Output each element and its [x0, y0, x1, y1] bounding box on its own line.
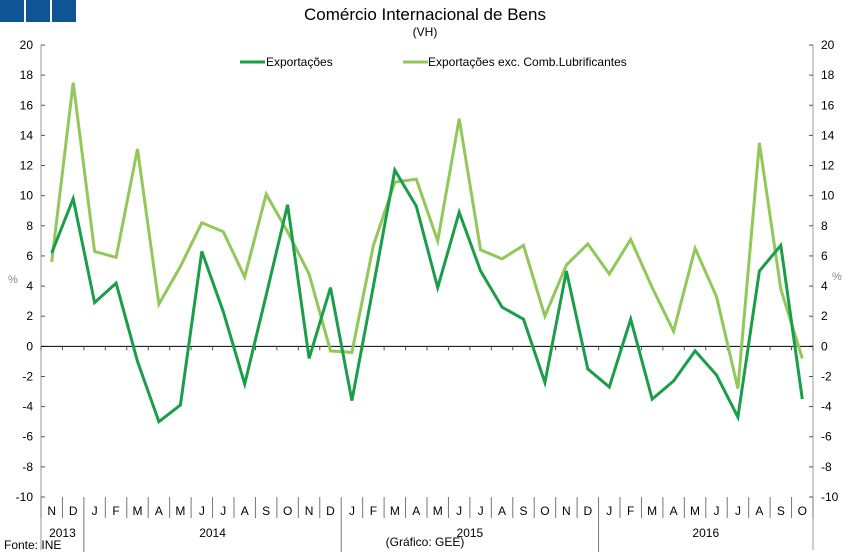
y-tick-label-right: 18 [821, 68, 835, 82]
y-tick-label-right: 16 [821, 98, 835, 112]
x-year-label: 2015 [457, 526, 484, 540]
x-year-label: 2016 [692, 526, 719, 540]
y-axis-label-left: % [8, 274, 18, 286]
y-tick-label-right: 20 [821, 38, 835, 52]
x-tick-label: J [199, 504, 205, 518]
x-tick-label: A [241, 504, 249, 518]
x-tick-label: J [606, 504, 612, 518]
x-tick-label: A [412, 504, 420, 518]
y-tick-label-right: 0 [821, 339, 828, 353]
credit-note: (Gráfico: GEE) [386, 535, 465, 549]
y-tick-label-left: 14 [20, 128, 34, 142]
chart-subtitle: (VH) [413, 25, 438, 39]
x-tick-label: F [627, 504, 634, 518]
x-tick-label: J [478, 504, 484, 518]
x-tick-label: M [433, 504, 443, 518]
y-tick-label-left: 6 [26, 249, 33, 263]
x-tick-label: J [735, 504, 741, 518]
y-tick-label-left: -2 [22, 369, 33, 383]
x-year-label: 2014 [199, 526, 226, 540]
chart-title: Comércio Internacional de Bens [304, 5, 546, 24]
y-tick-label-right: 6 [821, 249, 828, 263]
x-tick-label: N [305, 504, 314, 518]
y-tick-label-right: -4 [821, 400, 832, 414]
x-tick-label: N [562, 504, 571, 518]
logo-square [52, 0, 76, 22]
y-tick-label-right: 4 [821, 279, 828, 293]
y-tick-label-left: -4 [22, 400, 33, 414]
y-tick-label-left: 0 [26, 339, 33, 353]
y-tick-label-left: 12 [20, 159, 34, 173]
y-axis-label-right: % [832, 271, 842, 283]
y-tick-label-left: 10 [20, 189, 34, 203]
y-tick-label-right: 10 [821, 189, 835, 203]
x-tick-label: M [647, 504, 657, 518]
x-tick-label: O [540, 504, 549, 518]
x-year-label: 2013 [49, 526, 76, 540]
y-tick-label-right: 8 [821, 219, 828, 233]
x-tick-label: D [69, 504, 78, 518]
y-tick-label-left: 4 [26, 279, 33, 293]
x-tick-label: O [283, 504, 292, 518]
x-tick-label: S [262, 504, 270, 518]
y-tick-label-left: 8 [26, 219, 33, 233]
series-line-exc-comb [50, 82, 804, 389]
x-tick-label: J [456, 504, 462, 518]
y-tick-label-left: 18 [20, 68, 34, 82]
x-tick-label: F [112, 504, 119, 518]
x-tick-label: M [390, 504, 400, 518]
x-tick-label: N [47, 504, 56, 518]
x-tick-label: J [349, 504, 355, 518]
y-tick-label-left: 2 [26, 309, 33, 323]
x-tick-label: F [370, 504, 377, 518]
y-tick-label-left: 20 [20, 38, 34, 52]
logo-square [26, 0, 50, 22]
y-tick-label-right: -10 [821, 490, 839, 504]
x-tick-label: M [133, 504, 143, 518]
y-tick-label-left: -6 [22, 430, 33, 444]
legend-label-exc-comb: Exportações exc. Comb.Lubrificantes [428, 55, 627, 69]
y-tick-label-left: -10 [16, 490, 34, 504]
x-tick-label: A [670, 504, 678, 518]
y-tick-label-right: 12 [821, 159, 835, 173]
x-tick-label: A [755, 504, 763, 518]
y-tick-label-right: -6 [821, 430, 832, 444]
series-line-exportacoes [50, 165, 804, 425]
x-tick-label: M [690, 504, 700, 518]
x-tick-label: J [92, 504, 98, 518]
x-tick-label: S [777, 504, 785, 518]
x-tick-label: A [498, 504, 506, 518]
x-tick-label: A [155, 504, 163, 518]
y-tick-label-left: -8 [22, 460, 33, 474]
source-note: Fonte: INE [4, 538, 61, 552]
y-tick-label-right: -2 [821, 369, 832, 383]
y-tick-label-left: 16 [20, 98, 34, 112]
x-tick-label: J [220, 504, 226, 518]
x-tick-label: J [714, 504, 720, 518]
x-tick-label: D [583, 504, 592, 518]
x-tick-label: D [326, 504, 335, 518]
x-tick-label: S [519, 504, 527, 518]
y-tick-label-right: 14 [821, 128, 835, 142]
y-tick-label-right: 2 [821, 309, 828, 323]
x-tick-label: O [798, 504, 807, 518]
legend-label-exportacoes: Exportações [266, 55, 333, 69]
y-tick-label-right: -8 [821, 460, 832, 474]
logo-square [0, 0, 24, 22]
legend: Exportações Exportações exc. Comb.Lubrif… [240, 55, 627, 69]
x-tick-label: M [175, 504, 185, 518]
